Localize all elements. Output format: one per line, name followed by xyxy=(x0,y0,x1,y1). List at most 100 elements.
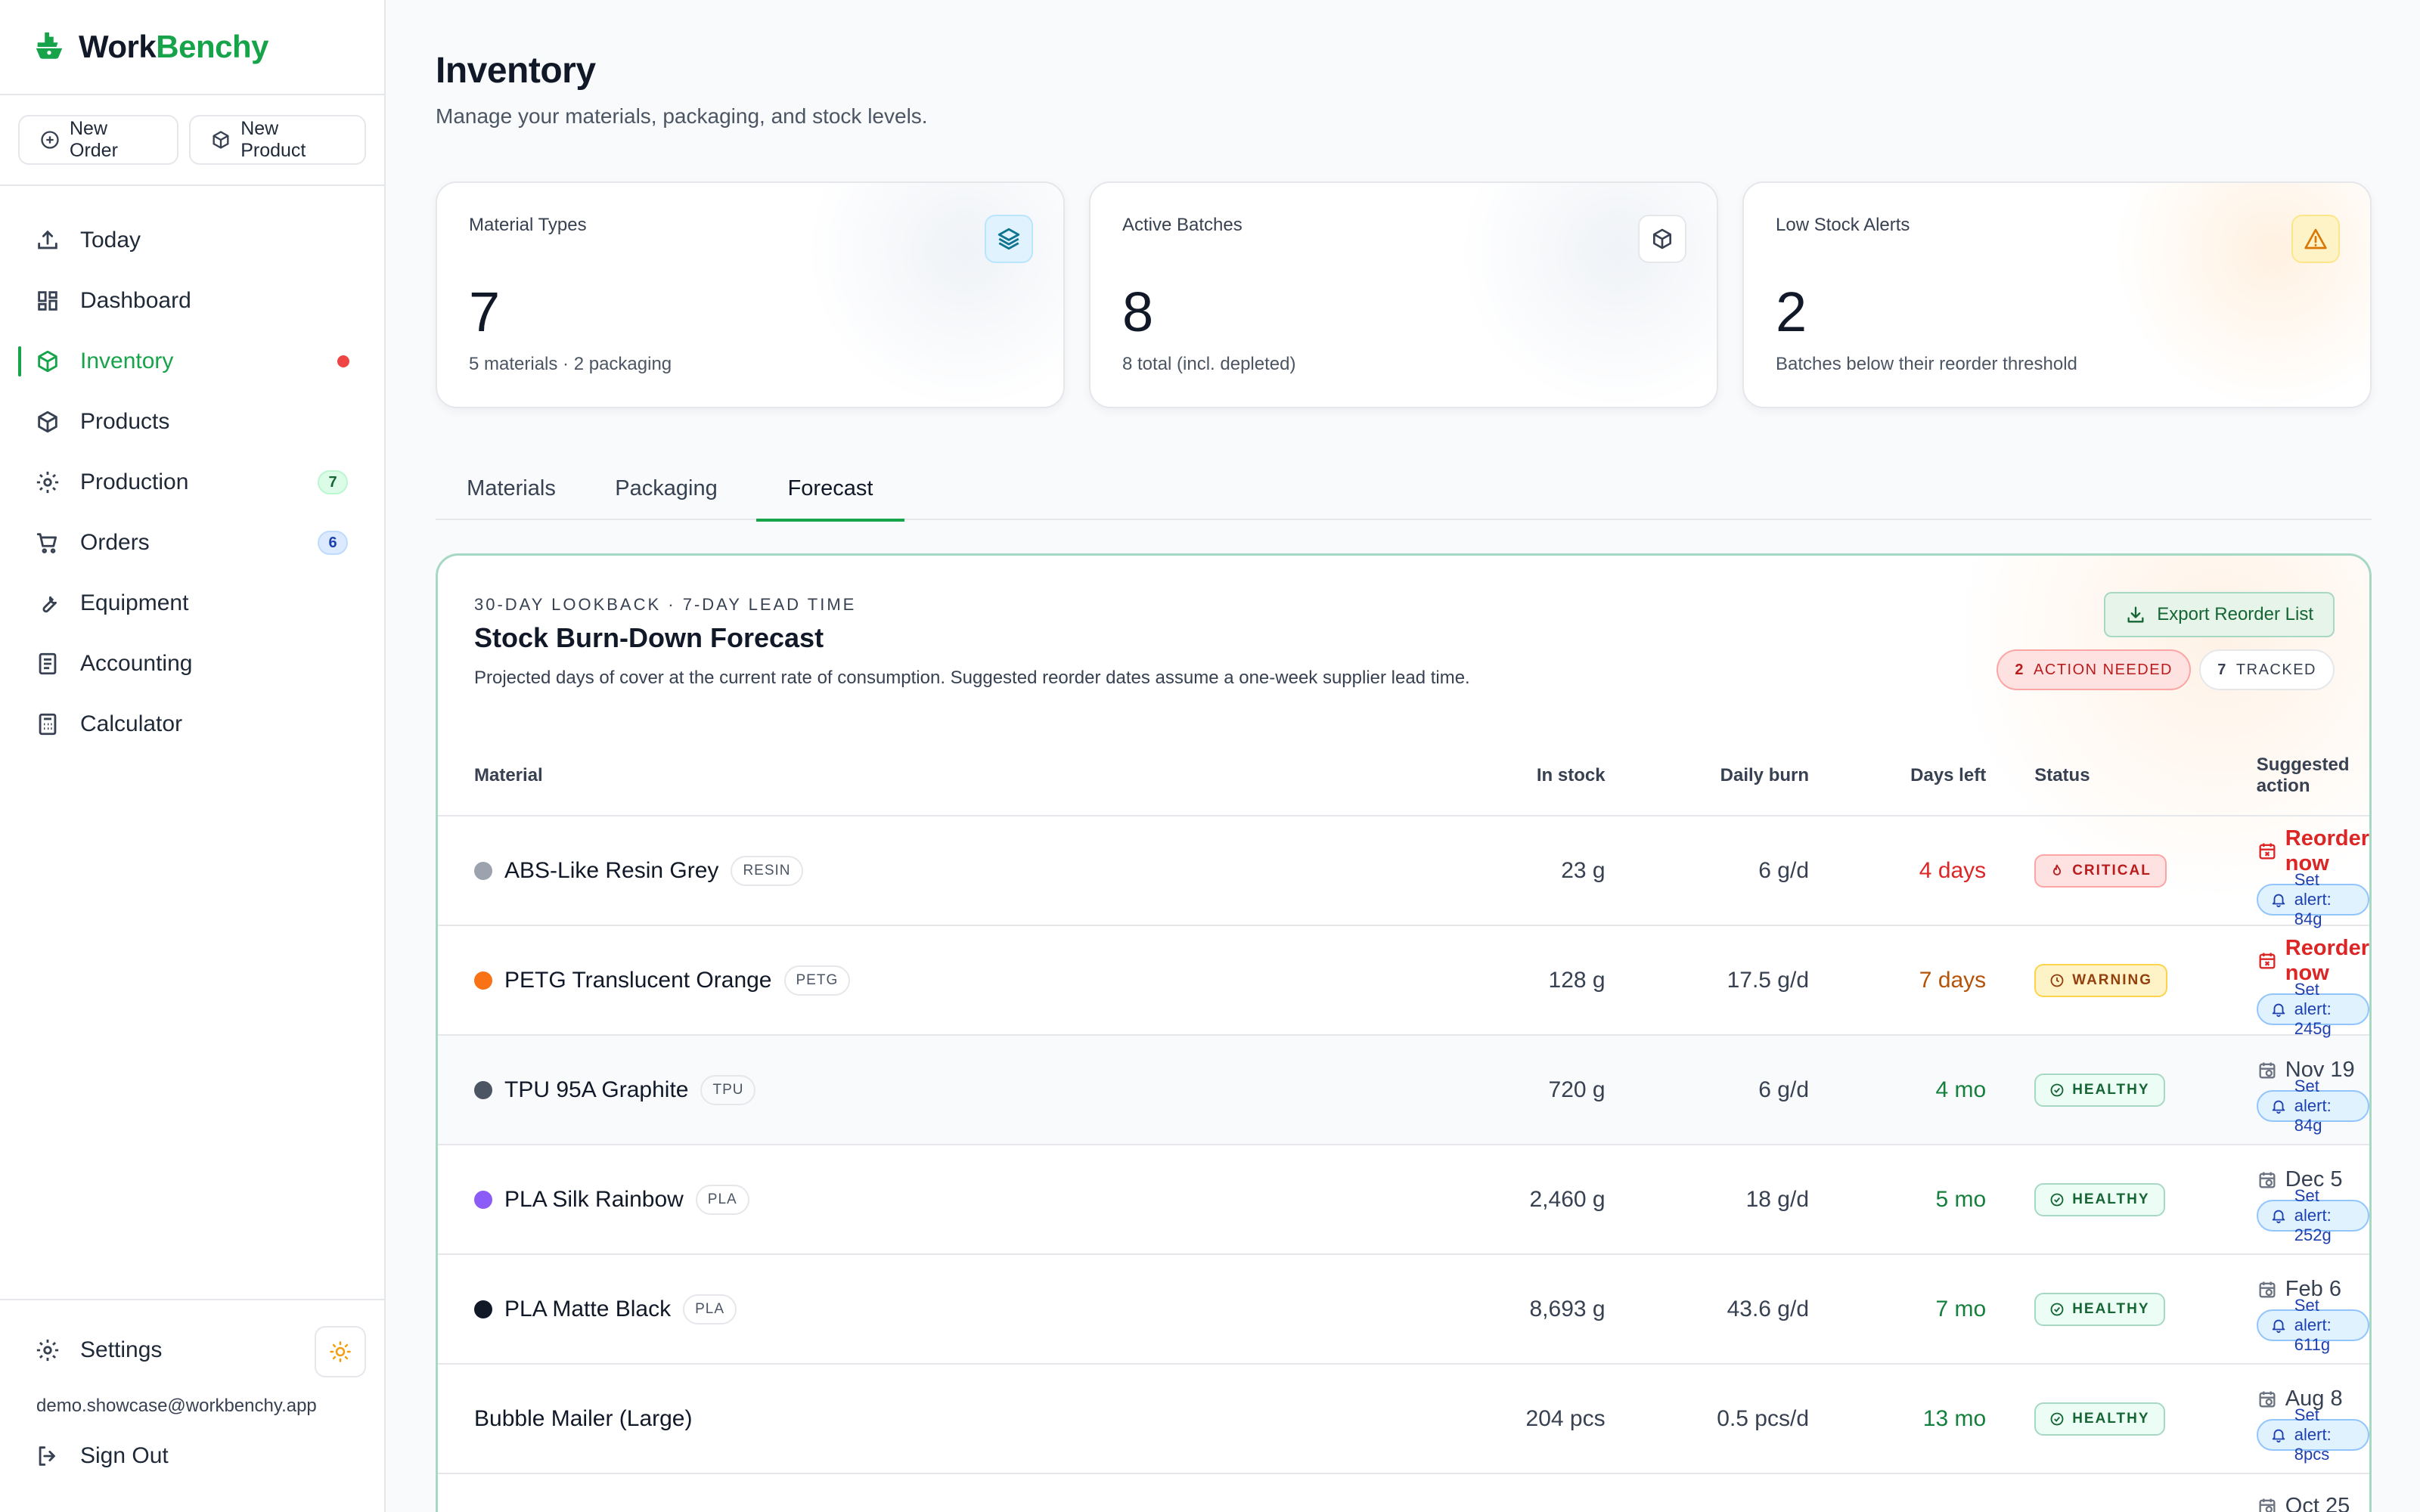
nav-item-inventory[interactable]: Inventory xyxy=(0,331,384,392)
table-row[interactable]: PETG Translucent Orange PETG 128 g 17.5 … xyxy=(438,925,2369,1038)
column-header-daily-burn[interactable]: Daily burn xyxy=(1605,736,1810,816)
clock-icon xyxy=(2049,973,2065,988)
set-alert-button[interactable]: Set alert: 8pcs xyxy=(2256,1405,2369,1464)
action-label: Aug 8 xyxy=(2285,1387,2343,1411)
status-cell: HEALTHY xyxy=(1986,1254,2257,1365)
table-row[interactable]: ABS-Like Resin Grey RESIN 23 g 6 g/d 4 d… xyxy=(438,816,2369,928)
calculator-icon xyxy=(35,711,60,737)
material-color-dot xyxy=(474,971,492,990)
nav-item-dashboard[interactable]: Dashboard xyxy=(0,271,384,331)
in-stock-value xyxy=(1199,1473,1606,1512)
stat-label: Low Stock Alerts xyxy=(1776,215,1910,235)
tab-forecast[interactable]: Forecast xyxy=(756,457,904,522)
bell-icon xyxy=(2270,1001,2287,1018)
column-header-status[interactable]: Status xyxy=(1986,736,2257,816)
nav-item-today[interactable]: Today xyxy=(0,210,384,271)
wrench-icon xyxy=(35,590,60,616)
reorder-now-link[interactable]: Reorder now xyxy=(2257,826,2369,876)
nav-label-calculator: Calculator xyxy=(80,711,183,736)
nav-item-orders[interactable]: Orders 6 xyxy=(0,513,384,573)
status-cell xyxy=(1986,1473,2257,1512)
column-header-in-stock[interactable]: In stock xyxy=(1199,736,1606,816)
logo[interactable]: WorkBenchy xyxy=(0,0,384,95)
theme-toggle-button[interactable] xyxy=(315,1326,366,1377)
tracked-pill: 7 TRACKED xyxy=(2199,649,2335,690)
status-label: HEALTHY xyxy=(2072,1081,2150,1098)
table-row[interactable]: Oct 25 xyxy=(438,1473,2369,1512)
plus-circle-icon xyxy=(39,129,60,150)
page-title: Inventory xyxy=(436,51,596,91)
days-left-value: 4 mo xyxy=(1809,1035,1987,1145)
bell-icon xyxy=(2270,891,2287,908)
material-cell: PLA Matte Black PLA xyxy=(438,1254,1200,1365)
dashboard-grid-icon xyxy=(35,288,60,314)
days-left-value: 13 mo xyxy=(1809,1364,1987,1474)
material-cell: Bubble Mailer (Large) xyxy=(438,1364,1200,1474)
tab-materials[interactable]: Materials xyxy=(467,476,556,500)
tab-packaging[interactable]: Packaging xyxy=(615,476,718,500)
nav-item-equipment[interactable]: Equipment xyxy=(0,573,384,634)
nav-item-production[interactable]: Production 7 xyxy=(0,452,384,513)
table-header-row: Material In stock Daily burn Days left S… xyxy=(438,736,2369,816)
daily-burn-value: 6 g/d xyxy=(1605,816,1810,926)
inventory-tabs: Materials Packaging Forecast xyxy=(436,457,2372,522)
calendar-icon xyxy=(2257,841,2278,862)
status-cell: HEALTHY xyxy=(1986,1145,2257,1255)
stat-label: Material Types xyxy=(469,215,587,235)
nav-item-products[interactable]: Products xyxy=(0,392,384,452)
set-alert-button[interactable]: Set alert: 84g xyxy=(2256,1077,2369,1135)
new-order-button[interactable]: New Order xyxy=(18,115,179,165)
material-cell xyxy=(438,1473,1200,1512)
forecast-table: Material In stock Daily burn Days left S… xyxy=(438,736,2369,1512)
table-row[interactable]: TPU 95A Graphite TPU 720 g 6 g/d 4 mo HE… xyxy=(438,1035,2369,1145)
set-alert-button[interactable]: Set alert: 245g xyxy=(2256,980,2369,1038)
days-left-value: 7 mo xyxy=(1809,1254,1987,1365)
action-label: Nov 19 xyxy=(2285,1058,2355,1082)
page-subtitle: Manage your materials, packaging, and st… xyxy=(436,104,928,128)
sign-out-link[interactable]: Sign Out xyxy=(35,1432,169,1480)
daily-burn-value: 6 g/d xyxy=(1605,1035,1810,1145)
box-icon xyxy=(210,129,231,150)
bell-icon xyxy=(2270,1317,2287,1334)
nav-item-accounting[interactable]: Accounting xyxy=(0,634,384,694)
action-cell: Aug 8 Set alert: 8pcs xyxy=(2256,1364,2369,1474)
action-label: Feb 6 xyxy=(2285,1277,2341,1301)
set-alert-label: Set alert: 8pcs xyxy=(2294,1405,2332,1464)
material-name-group: PLA Matte Black PLA xyxy=(474,1294,1200,1325)
export-label: Export Reorder List xyxy=(2157,604,2313,624)
column-header-suggested-action[interactable]: Suggested action xyxy=(2256,736,2369,816)
status-cell: WARNING xyxy=(1986,925,2257,1036)
material-name: Bubble Mailer (Large) xyxy=(474,1405,693,1431)
forecast-panel: 30-DAY LOOKBACK · 7-DAY LEAD TIME Stock … xyxy=(436,553,2372,1512)
bell-icon xyxy=(2270,1207,2287,1224)
export-reorder-list-button[interactable]: Export Reorder List xyxy=(2104,592,2335,637)
nav-item-calculator[interactable]: Calculator xyxy=(0,694,384,754)
table-row[interactable]: Bubble Mailer (Large) 204 pcs 0.5 pcs/d … xyxy=(438,1364,2369,1474)
set-alert-button[interactable]: Set alert: 611g xyxy=(2256,1296,2369,1354)
brand-name-part1: Work xyxy=(79,29,157,64)
material-type-tag: PETG xyxy=(783,965,851,996)
box-icon xyxy=(35,409,60,435)
action-cell: Reorder now Set alert: 245g xyxy=(2256,925,2369,1038)
material-cell: PETG Translucent Orange PETG xyxy=(438,925,1200,1036)
check-circle-icon xyxy=(2049,1192,2065,1207)
status-label: HEALTHY xyxy=(2072,1191,2150,1207)
action-label: Oct 25 xyxy=(2285,1494,2350,1512)
sun-icon xyxy=(329,1340,352,1363)
set-alert-label: Set alert: 611g xyxy=(2294,1296,2332,1354)
material-name-group: PLA Silk Rainbow PLA xyxy=(474,1184,1200,1215)
table-row[interactable]: PLA Silk Rainbow PLA 2,460 g 18 g/d 5 mo… xyxy=(438,1145,2369,1255)
material-name: PETG Translucent Orange xyxy=(504,967,772,993)
column-header-material[interactable]: Material xyxy=(438,736,1200,816)
calendar-clock-icon xyxy=(2257,1060,2278,1081)
set-alert-button[interactable]: Set alert: 252g xyxy=(2256,1186,2369,1244)
table-row[interactable]: PLA Matte Black PLA 8,693 g 43.6 g/d 7 m… xyxy=(438,1254,2369,1365)
column-header-days-left[interactable]: Days left xyxy=(1809,736,1987,816)
reorder-now-link[interactable]: Reorder now xyxy=(2257,936,2369,986)
set-alert-button[interactable]: Set alert: 84g xyxy=(2256,870,2369,928)
action-label: Reorder now xyxy=(2285,935,2369,985)
new-product-button[interactable]: New Product xyxy=(189,115,366,165)
stat-value: 2 xyxy=(1776,280,1807,343)
settings-label: Settings xyxy=(80,1337,163,1362)
settings-link[interactable]: Settings xyxy=(35,1326,366,1377)
